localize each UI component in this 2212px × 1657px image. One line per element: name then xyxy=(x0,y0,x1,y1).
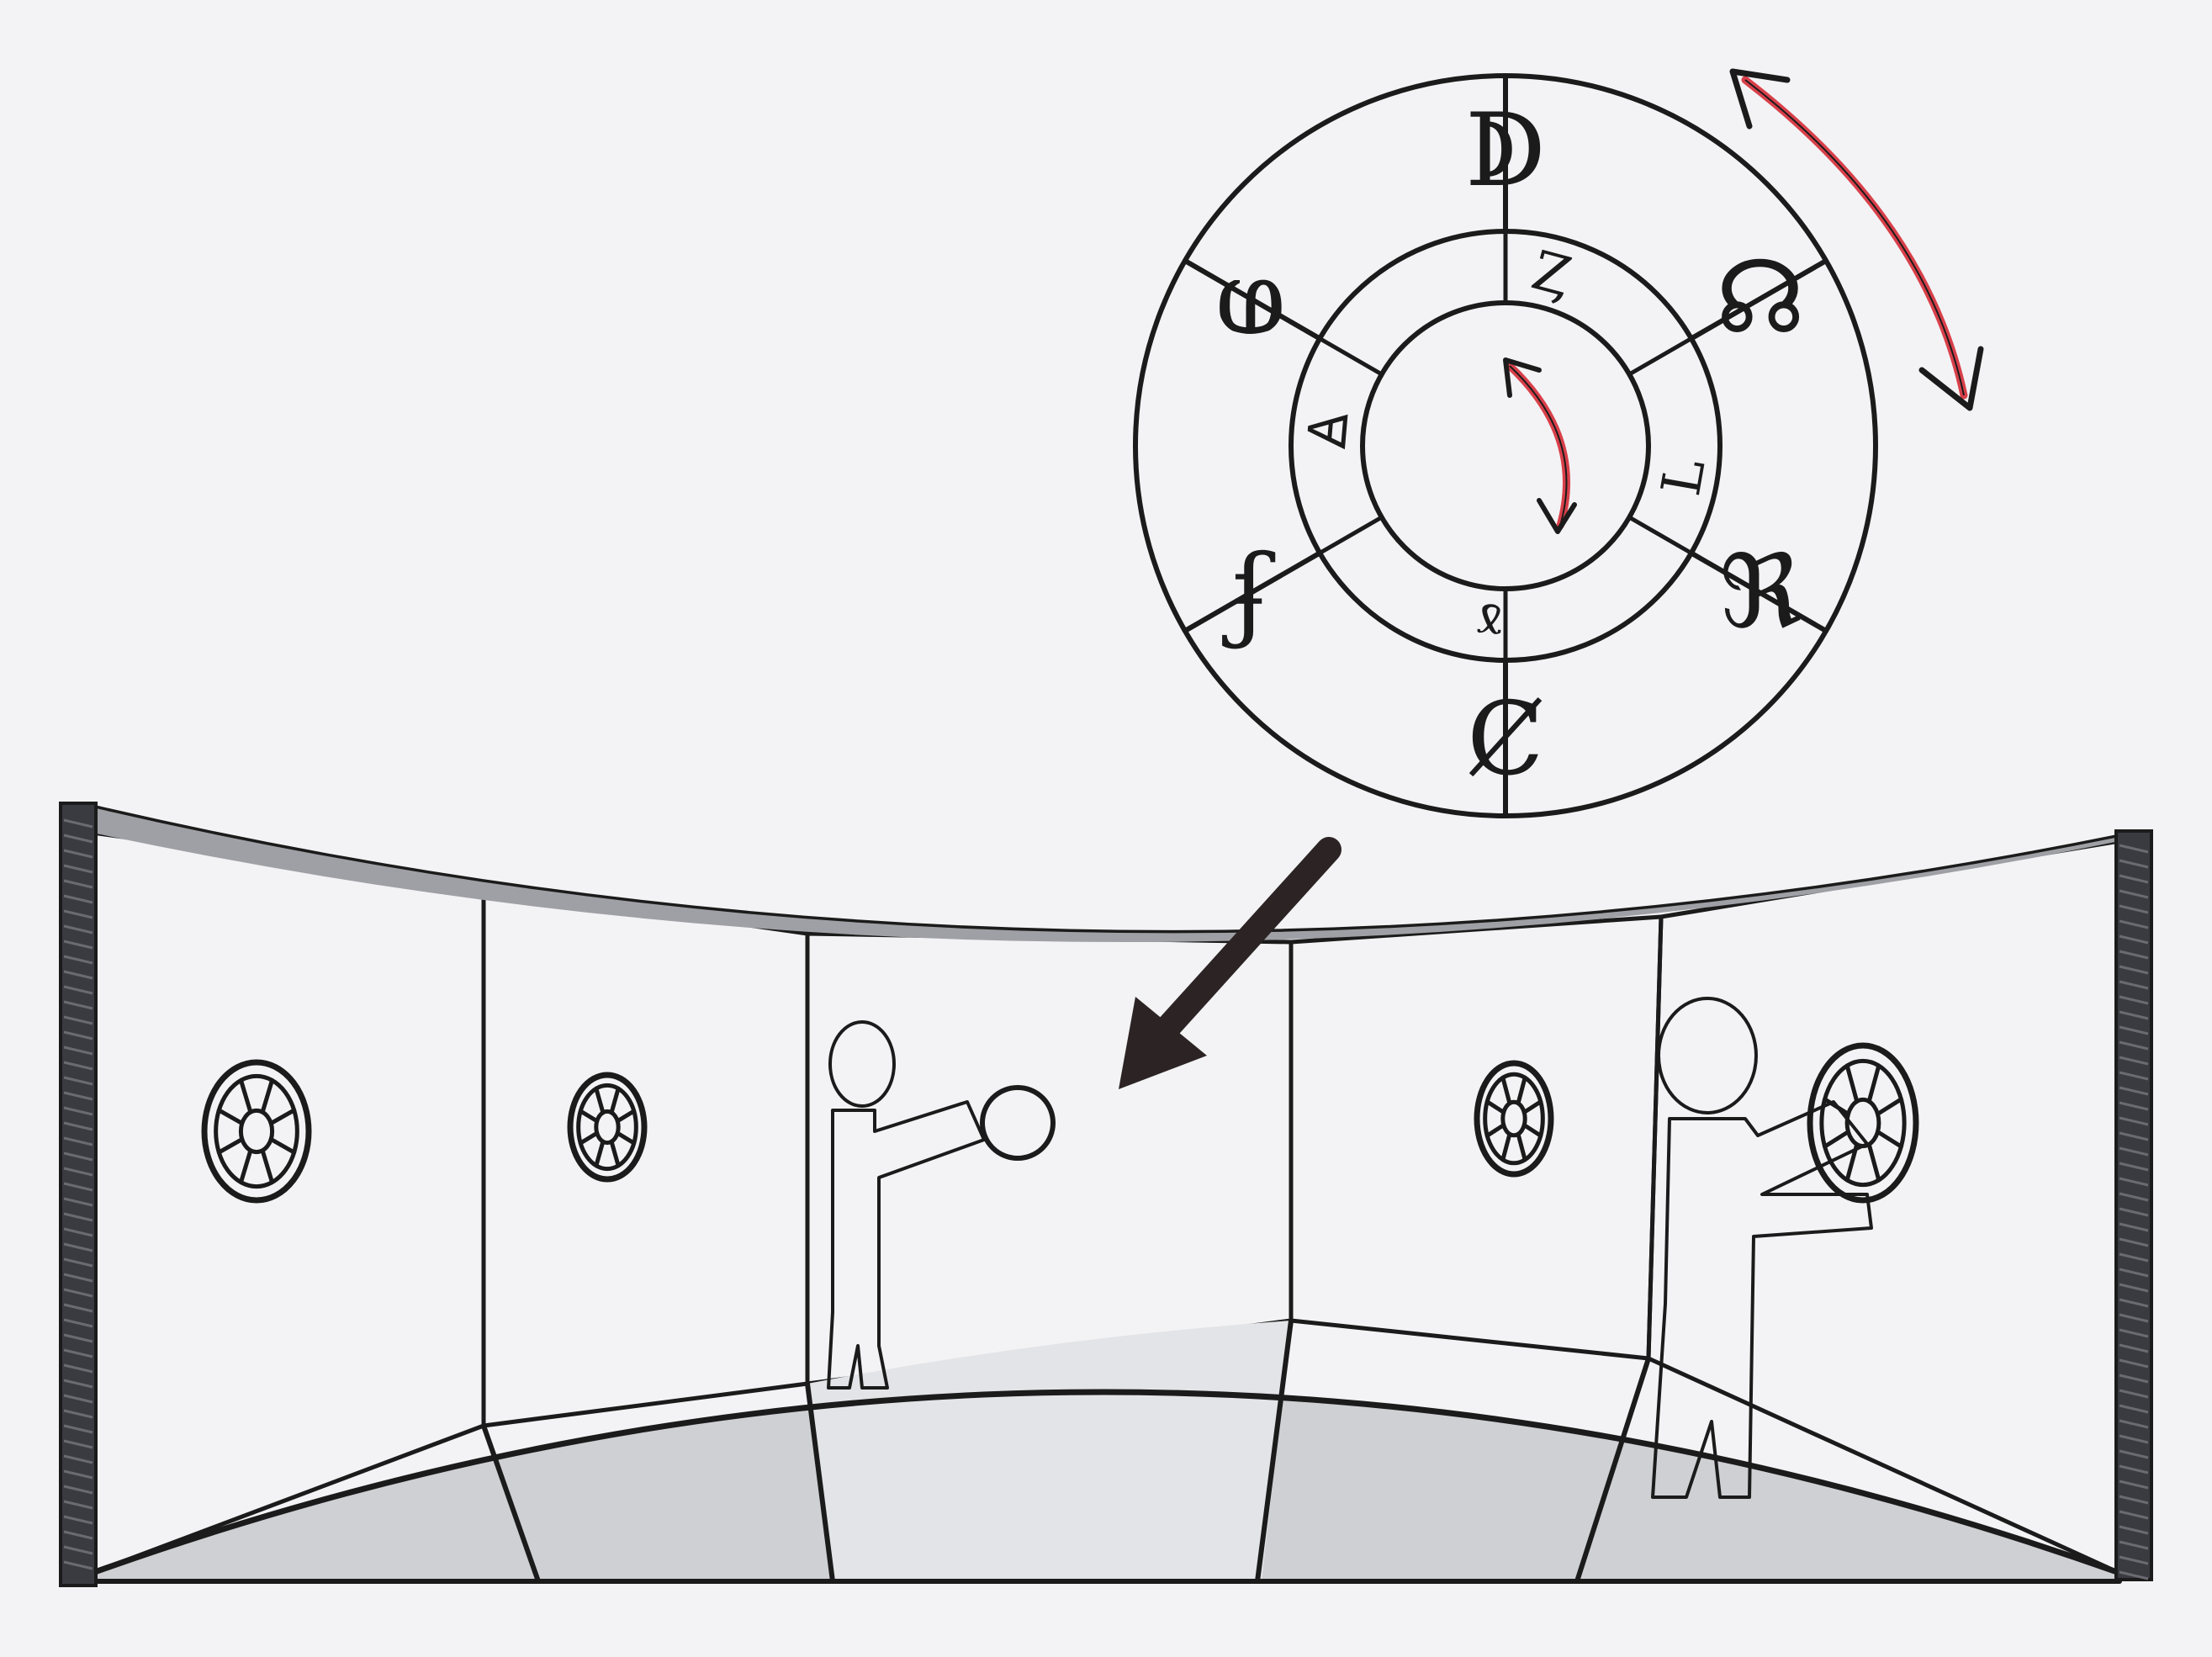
inner-ring-symbol: Ȥ xyxy=(1526,240,1578,310)
outer-ring-symbol: ⱷ xyxy=(1215,240,1286,357)
person-left-head xyxy=(828,1020,896,1108)
inner-ring-symbol: Ꙙ xyxy=(1296,410,1361,450)
outer-divider xyxy=(1688,550,1829,633)
inner-rotation-arrow-icon xyxy=(1503,357,1577,534)
outer-ring-symbol: ʄ xyxy=(1222,534,1276,651)
outer-divider xyxy=(1688,258,1829,341)
outer-ring-symbol: ℜ xyxy=(1719,534,1802,651)
inner-ring-symbol: ɤ xyxy=(1472,590,1507,655)
wall-dial-icon-1 xyxy=(201,1059,312,1204)
person-left-dial-icon xyxy=(980,1085,1056,1161)
inner-divider xyxy=(1627,515,1694,555)
wall-dial-icon-4 xyxy=(1807,1042,1919,1204)
person-right-head xyxy=(1657,997,1758,1114)
wall-panel-1 xyxy=(90,830,486,1575)
pillar-hatching xyxy=(63,818,2149,1580)
inner-divider xyxy=(1317,515,1384,555)
outer-rotation-arrow-icon xyxy=(1729,68,1984,411)
inner-divider xyxy=(1317,336,1384,377)
outer-divider xyxy=(1182,258,1323,341)
wall-dial-icon-3 xyxy=(1474,1060,1554,1178)
inner-divider xyxy=(1627,336,1694,377)
floor-curve-back xyxy=(89,1389,2123,1576)
inner-ring-symbol: Ꞁ xyxy=(1647,453,1714,500)
zoom-arrow-icon xyxy=(1119,837,1341,1089)
wall-dial-icon-2 xyxy=(567,1072,648,1183)
outer-divider xyxy=(1182,550,1323,633)
floor-divider-1 xyxy=(481,1423,541,1584)
left-pillar xyxy=(59,802,98,1587)
wall-top-rim xyxy=(89,804,2123,936)
person-left-body xyxy=(827,1100,986,1390)
floor-divider-3 xyxy=(1255,1318,1294,1584)
outer-ring-symbols: ↁ ☊ ℜ Ȼʄ ⱷ xyxy=(1215,93,1806,798)
room xyxy=(59,802,2153,1587)
person-right xyxy=(1651,997,1873,1499)
wall-top-cover xyxy=(93,807,2119,943)
wall-dials xyxy=(201,1042,1919,1204)
wall-panel-2 xyxy=(481,885,810,1428)
symbol-wheel: ↁ ☊ ℜ Ȼʄ ⱷ Ȥ Ꞁɤ Ꙙ xyxy=(1133,73,1878,818)
outer-ring-symbol: Ȼ xyxy=(1467,681,1544,798)
floor-divider-2 xyxy=(805,1381,835,1584)
outer-ring-symbol: ↁ xyxy=(1465,93,1546,209)
floor-light xyxy=(807,1321,1291,1581)
wheel-center xyxy=(1360,300,1651,591)
inner-ring-symbols: Ȥ Ꞁɤ Ꙙ xyxy=(1296,240,1714,655)
wheel-dividers xyxy=(1182,73,1829,818)
person-left xyxy=(827,1020,1056,1390)
floor-divider-4 xyxy=(1574,1356,1651,1584)
person-right-body xyxy=(1651,1100,1873,1499)
outer-ring-symbol: ☊ xyxy=(1716,240,1806,357)
